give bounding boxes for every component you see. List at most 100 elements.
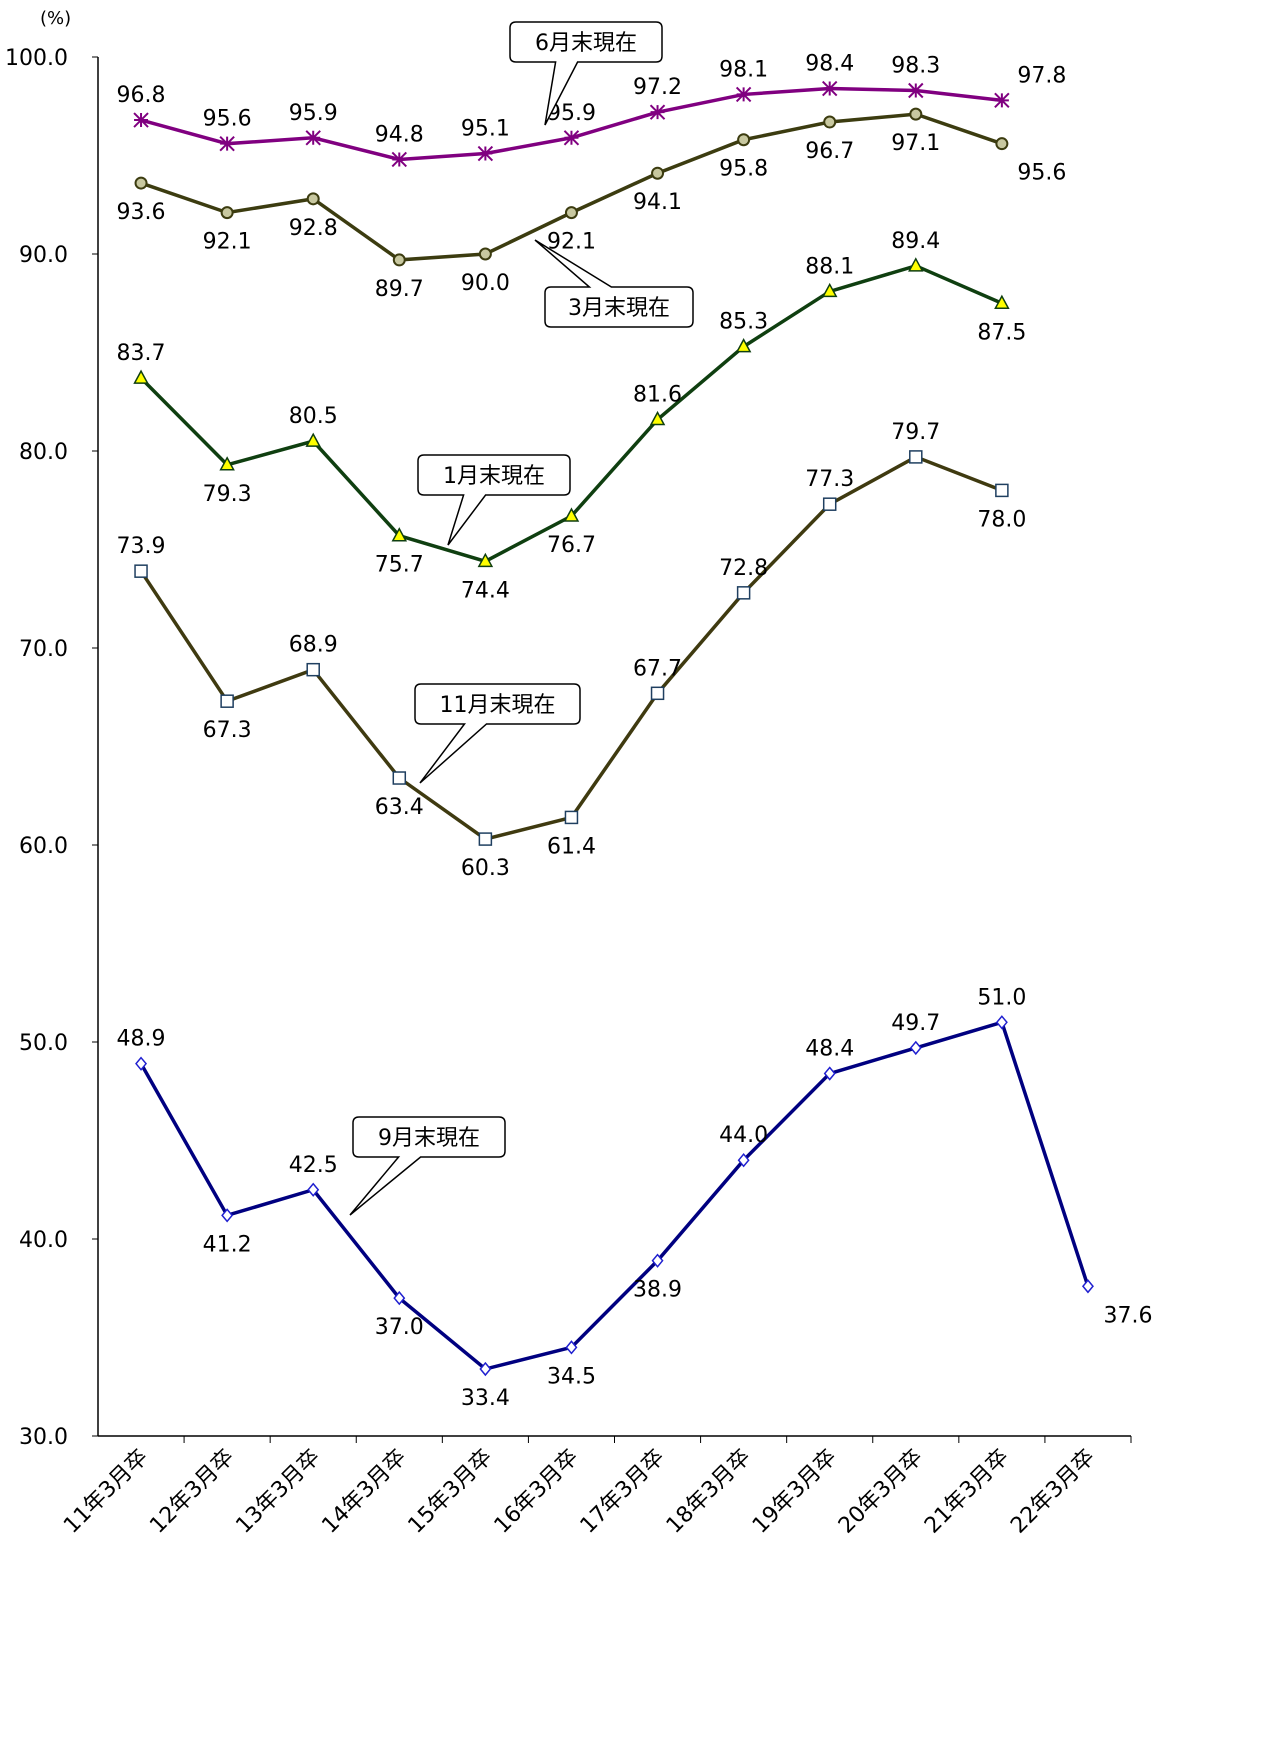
data-label: 79.3 bbox=[203, 482, 252, 507]
data-label: 63.4 bbox=[375, 795, 424, 820]
data-label: 48.4 bbox=[805, 1037, 854, 1062]
y-tick-label: 30.0 bbox=[19, 1425, 68, 1450]
data-label: 93.6 bbox=[117, 200, 166, 225]
data-label: 94.1 bbox=[633, 190, 682, 215]
data-label: 97.2 bbox=[633, 75, 682, 100]
data-label: 89.7 bbox=[375, 277, 424, 302]
data-label: 90.0 bbox=[461, 271, 510, 296]
marker bbox=[994, 294, 1010, 309]
y-tick-label: 100.0 bbox=[5, 46, 68, 71]
series-name: 11月末現在 bbox=[440, 693, 556, 718]
x-tick-label: 15年3月卒 bbox=[404, 1445, 498, 1539]
marker bbox=[563, 507, 580, 522]
x-tick-label: 20年3月卒 bbox=[834, 1445, 928, 1539]
marker bbox=[909, 107, 923, 121]
marker bbox=[307, 1182, 320, 1197]
data-label: 98.4 bbox=[805, 52, 854, 77]
data-label: 48.9 bbox=[117, 1027, 166, 1052]
data-label: 95.6 bbox=[1017, 161, 1066, 186]
marker bbox=[994, 92, 1010, 109]
marker bbox=[735, 86, 752, 103]
marker bbox=[391, 151, 407, 168]
data-label: 60.3 bbox=[461, 856, 510, 881]
y-tick-label: 40.0 bbox=[19, 1228, 68, 1253]
data-label: 67.3 bbox=[203, 718, 252, 743]
data-label: 92.8 bbox=[289, 216, 338, 241]
marker bbox=[305, 130, 321, 146]
y-tick-label: 90.0 bbox=[19, 243, 68, 268]
data-label: 42.5 bbox=[289, 1153, 338, 1178]
marker bbox=[134, 564, 148, 578]
series-name: 3月末現在 bbox=[568, 296, 670, 321]
data-label: 85.3 bbox=[719, 310, 768, 335]
marker bbox=[133, 369, 149, 384]
marker bbox=[306, 662, 320, 677]
callout-box bbox=[414, 683, 581, 784]
marker bbox=[392, 253, 406, 267]
data-label: 77.3 bbox=[805, 467, 854, 492]
data-label: 61.4 bbox=[547, 834, 596, 859]
data-label: 37.6 bbox=[1103, 1303, 1152, 1328]
marker bbox=[1081, 1279, 1094, 1294]
marker bbox=[477, 145, 494, 162]
marker bbox=[821, 282, 838, 298]
data-label: 33.4 bbox=[461, 1386, 510, 1411]
marker bbox=[995, 483, 1009, 498]
marker bbox=[822, 497, 837, 511]
series-name: 9月末現在 bbox=[378, 1126, 480, 1151]
data-label: 51.0 bbox=[977, 985, 1026, 1010]
marker bbox=[823, 1066, 836, 1081]
x-tick-label: 12年3月卒 bbox=[145, 1445, 239, 1539]
data-label: 95.6 bbox=[203, 107, 252, 132]
x-tick-label: 19年3月卒 bbox=[748, 1445, 842, 1539]
marker bbox=[563, 130, 580, 146]
data-label: 98.3 bbox=[891, 53, 940, 78]
data-label: 74.4 bbox=[461, 578, 510, 603]
data-label: 97.1 bbox=[891, 131, 940, 156]
marker bbox=[305, 432, 321, 447]
data-label: 95.9 bbox=[289, 101, 338, 126]
callout-box bbox=[349, 1116, 506, 1216]
series-name: 6月末現在 bbox=[535, 31, 637, 56]
marker bbox=[823, 115, 837, 129]
data-label: 38.9 bbox=[633, 1278, 682, 1303]
x-tick-label: 13年3月卒 bbox=[231, 1445, 325, 1539]
marker bbox=[478, 832, 493, 846]
data-label: 76.7 bbox=[547, 533, 596, 558]
marker bbox=[392, 771, 407, 785]
x-tick-label: 21年3月卒 bbox=[920, 1445, 1014, 1539]
y-tick-label: 80.0 bbox=[19, 440, 68, 465]
data-label: 94.8 bbox=[375, 122, 424, 147]
data-label: 49.7 bbox=[891, 1011, 940, 1036]
marker bbox=[393, 1290, 406, 1306]
marker bbox=[391, 527, 408, 542]
marker bbox=[909, 450, 923, 464]
data-label: 92.1 bbox=[203, 230, 252, 255]
x-tick-label: 11年3月卒 bbox=[59, 1445, 153, 1539]
marker bbox=[219, 135, 235, 152]
data-label: 34.5 bbox=[547, 1364, 596, 1389]
marker bbox=[908, 257, 924, 272]
x-tick-label: 18年3月卒 bbox=[662, 1445, 756, 1539]
marker bbox=[909, 1040, 922, 1056]
marker bbox=[651, 1253, 664, 1268]
data-label: 81.6 bbox=[633, 382, 682, 407]
marker bbox=[735, 338, 752, 353]
series-line bbox=[139, 1020, 1090, 1371]
series-name: 1月末現在 bbox=[443, 464, 545, 489]
data-label: 89.4 bbox=[891, 229, 940, 254]
marker bbox=[133, 112, 149, 128]
marker bbox=[650, 686, 665, 701]
x-tick-label: 16年3月卒 bbox=[490, 1445, 584, 1539]
data-label: 95.8 bbox=[719, 157, 768, 182]
x-tick-label: 22年3月卒 bbox=[1006, 1445, 1100, 1539]
marker bbox=[564, 206, 578, 220]
callout-box bbox=[417, 454, 571, 546]
y-tick-label: 70.0 bbox=[19, 637, 68, 662]
data-label: 88.1 bbox=[805, 254, 854, 279]
marker bbox=[651, 166, 665, 180]
data-label: 96.7 bbox=[805, 139, 854, 164]
marker bbox=[908, 82, 924, 99]
data-label: 67.7 bbox=[633, 656, 682, 681]
marker bbox=[221, 1208, 234, 1223]
